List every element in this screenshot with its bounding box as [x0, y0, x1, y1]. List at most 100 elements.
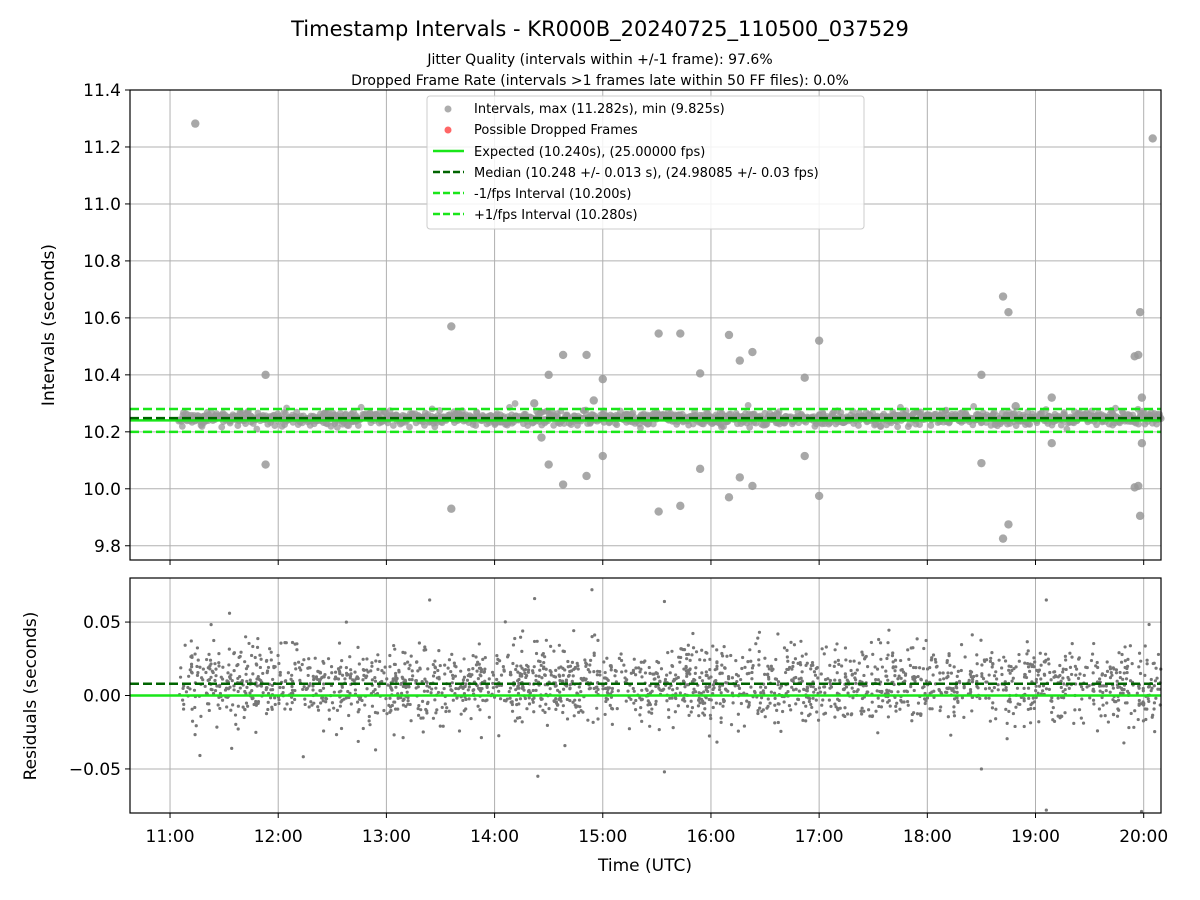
residual-point: [319, 701, 323, 705]
residual-point: [688, 658, 692, 662]
residual-point: [911, 675, 915, 679]
residual-point: [559, 665, 563, 669]
outlier-point: [261, 370, 270, 380]
residual-point: [846, 691, 850, 695]
residual-point: [991, 662, 995, 666]
residual-point: [1031, 696, 1035, 700]
residual-point: [1034, 688, 1038, 693]
residual-point: [1115, 679, 1119, 683]
residual-point: [922, 646, 926, 651]
residual-point: [370, 704, 375, 708]
residual-point: [737, 686, 742, 690]
residual-point: [229, 708, 233, 712]
residual-point: [342, 697, 346, 701]
residual-point: [980, 663, 984, 667]
residual-point: [340, 673, 345, 677]
residual-point: [399, 696, 403, 700]
residual-point: [915, 637, 919, 641]
residual-point: [1026, 707, 1030, 712]
residual-point: [725, 654, 729, 658]
residual-point: [370, 678, 375, 682]
residual-point: [238, 686, 242, 690]
residual-point: [721, 654, 725, 658]
residual-point: [711, 644, 715, 648]
residual-point: [293, 697, 297, 702]
residual-point: [259, 684, 264, 688]
residual-point: [981, 677, 986, 681]
residual-point: [949, 671, 954, 675]
residual-point: [573, 698, 577, 702]
top-y-tick-label: 11.2: [83, 138, 121, 158]
residual-point: [490, 670, 495, 674]
residual-point: [816, 676, 820, 680]
residual-point: [242, 715, 246, 720]
residual-point: [603, 670, 607, 675]
residual-point: [339, 700, 343, 704]
residual-point: [478, 708, 482, 712]
residual-point: [846, 680, 850, 684]
residual-point: [955, 686, 959, 690]
residual-point: [361, 726, 365, 731]
residual-point: [1025, 652, 1029, 656]
residual-point: [606, 678, 610, 682]
residual-point: [862, 657, 867, 661]
residual-point: [244, 672, 248, 676]
residual-point: [511, 643, 516, 647]
residual-point: [293, 662, 297, 666]
residual-point: [691, 691, 695, 695]
residual-point: [362, 673, 366, 677]
residual-point: [1108, 690, 1112, 694]
residual-point: [1108, 676, 1113, 680]
residual-point: [1144, 717, 1148, 722]
residual-point: [779, 729, 783, 733]
residual-point: [729, 653, 733, 658]
residual-point: [254, 730, 258, 734]
residual-point: [739, 677, 743, 682]
residual-point: [290, 640, 295, 645]
residual-point: [884, 674, 888, 678]
residual-point: [300, 662, 304, 667]
residual-point: [218, 684, 222, 689]
residual-point: [602, 660, 606, 664]
residual-point: [684, 665, 688, 670]
residual-point: [776, 680, 781, 684]
residual-point: [718, 672, 722, 676]
outlier-point: [1148, 134, 1157, 143]
residual-point: [268, 647, 272, 651]
residual-point: [874, 678, 878, 682]
outlier-point: [447, 322, 456, 331]
residual-point: [236, 676, 240, 681]
residual-point: [527, 696, 531, 700]
residual-point: [988, 659, 993, 663]
residual-point: [416, 707, 420, 711]
residual-point: [951, 686, 955, 691]
residual-point: [639, 660, 643, 664]
residual-point: [648, 671, 652, 675]
residual-point: [1080, 697, 1084, 701]
residual-point: [301, 687, 305, 692]
residual-point: [344, 666, 348, 670]
residual-point: [879, 690, 884, 695]
residual-point: [532, 710, 536, 714]
residual-point: [554, 707, 558, 711]
residual-point: [195, 664, 199, 669]
residual-point: [779, 684, 784, 688]
residual-point: [1063, 687, 1067, 692]
residual-point: [429, 691, 433, 695]
residual-point: [253, 655, 257, 660]
residual-point: [757, 658, 761, 662]
residual-point: [327, 717, 332, 721]
residual-point: [393, 671, 398, 676]
residual-point: [416, 669, 420, 673]
residual-point: [785, 648, 789, 652]
residual-point: [477, 642, 481, 646]
residual-point: [1018, 702, 1022, 707]
residual-point: [1003, 680, 1007, 684]
residual-point: [1118, 691, 1123, 695]
residual-point: [968, 672, 972, 676]
residual-point: [433, 659, 437, 663]
residual-point: [434, 711, 438, 715]
residual-point: [360, 698, 364, 703]
residual-point: [243, 689, 247, 694]
residual-point: [259, 657, 263, 661]
